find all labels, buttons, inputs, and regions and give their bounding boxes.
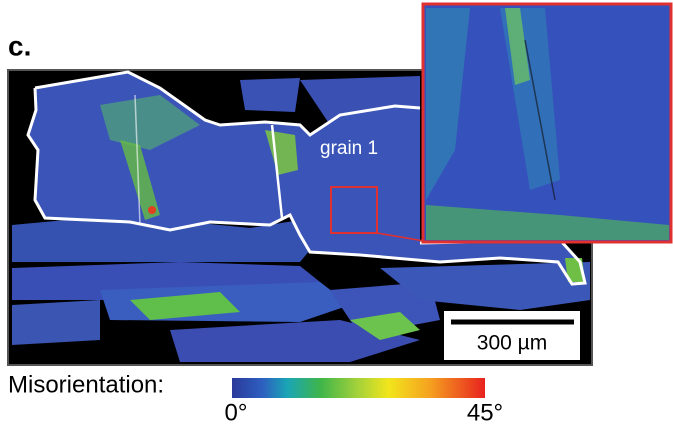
colorbar [232,378,485,398]
colorbar-max: 45° [467,399,503,426]
high-misorientation [148,206,156,214]
figure: c. grain 1 300 µm [0,0,673,433]
inset [423,4,671,242]
panel-label: c. [8,30,31,61]
grain [240,78,300,112]
grain [12,300,100,345]
scale-bar-label: 300 µm [477,332,547,355]
colorbar-label: Misorientation: [8,371,164,398]
colorbar-min: 0° [225,399,248,426]
grain-label: grain 1 [320,138,378,159]
page: c. grain 1 300 µm [0,0,673,433]
